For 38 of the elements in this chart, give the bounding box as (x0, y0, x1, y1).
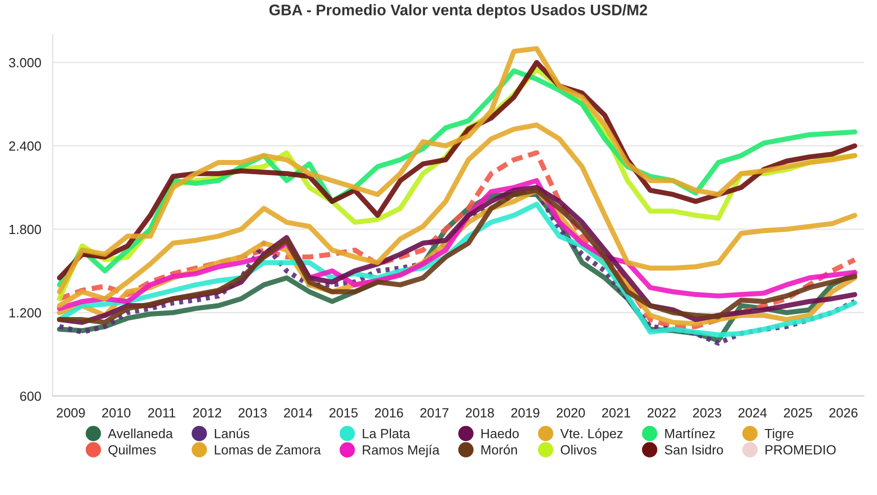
x-tick-label: 2010 (102, 408, 130, 418)
x-tick-label: 2021 (602, 408, 630, 418)
x-tick-label: 2026 (829, 408, 858, 418)
legend-label: Ramos Mejía (362, 444, 440, 458)
legend-label: Morón (481, 444, 517, 454)
x-tick-label: 2012 (193, 408, 222, 418)
legend-label: PROMEDIO (766, 445, 836, 454)
x-tick-label: 2009 (56, 408, 85, 418)
legend-label: Vte. López (560, 428, 623, 441)
legend-label: Avellaneda (108, 428, 173, 438)
y-tick-label: 2.400 (9, 141, 41, 151)
y-tick-label: 3.000 (8, 58, 41, 68)
x-tick-label: 2019 (511, 408, 540, 418)
y-tick-label: 1.800 (10, 224, 41, 234)
chart-title: GBA - Promedio Valor venta deptos Usados USD/M2 (269, 4, 648, 18)
x-tick-label: 2023 (693, 408, 722, 418)
legend-label: Olivos (560, 444, 596, 454)
x-tick-label: 2011 (148, 408, 176, 418)
legend-label: Martínez (665, 428, 715, 438)
x-tick-label: 2016 (374, 408, 404, 418)
x-tick-label: 2013 (238, 408, 267, 418)
y-tick-label: 600 (20, 392, 41, 401)
x-tick-label: 2015 (329, 408, 358, 418)
x-tick-label: 2014 (284, 408, 312, 418)
x-tick-label: 2024 (738, 408, 767, 418)
legend-label: San Isidro (664, 444, 724, 454)
x-tick-label: 2020 (556, 408, 585, 418)
legend-label: Tigre (764, 428, 794, 441)
x-tick-label: 2025 (784, 408, 812, 418)
legend-label: La Plata (362, 428, 410, 438)
y-tick-label: 1.200 (10, 308, 41, 318)
x-tick-label: 2018 (466, 408, 494, 418)
legend-label: Quilmes (108, 444, 156, 457)
legend-label: Lomas de Zamora (214, 444, 321, 454)
x-tick-label: 2017 (420, 408, 448, 418)
legend-label: Haedo (481, 428, 519, 438)
legend-label: Lanús (214, 428, 250, 438)
x-tick-label: 2022 (648, 408, 676, 418)
